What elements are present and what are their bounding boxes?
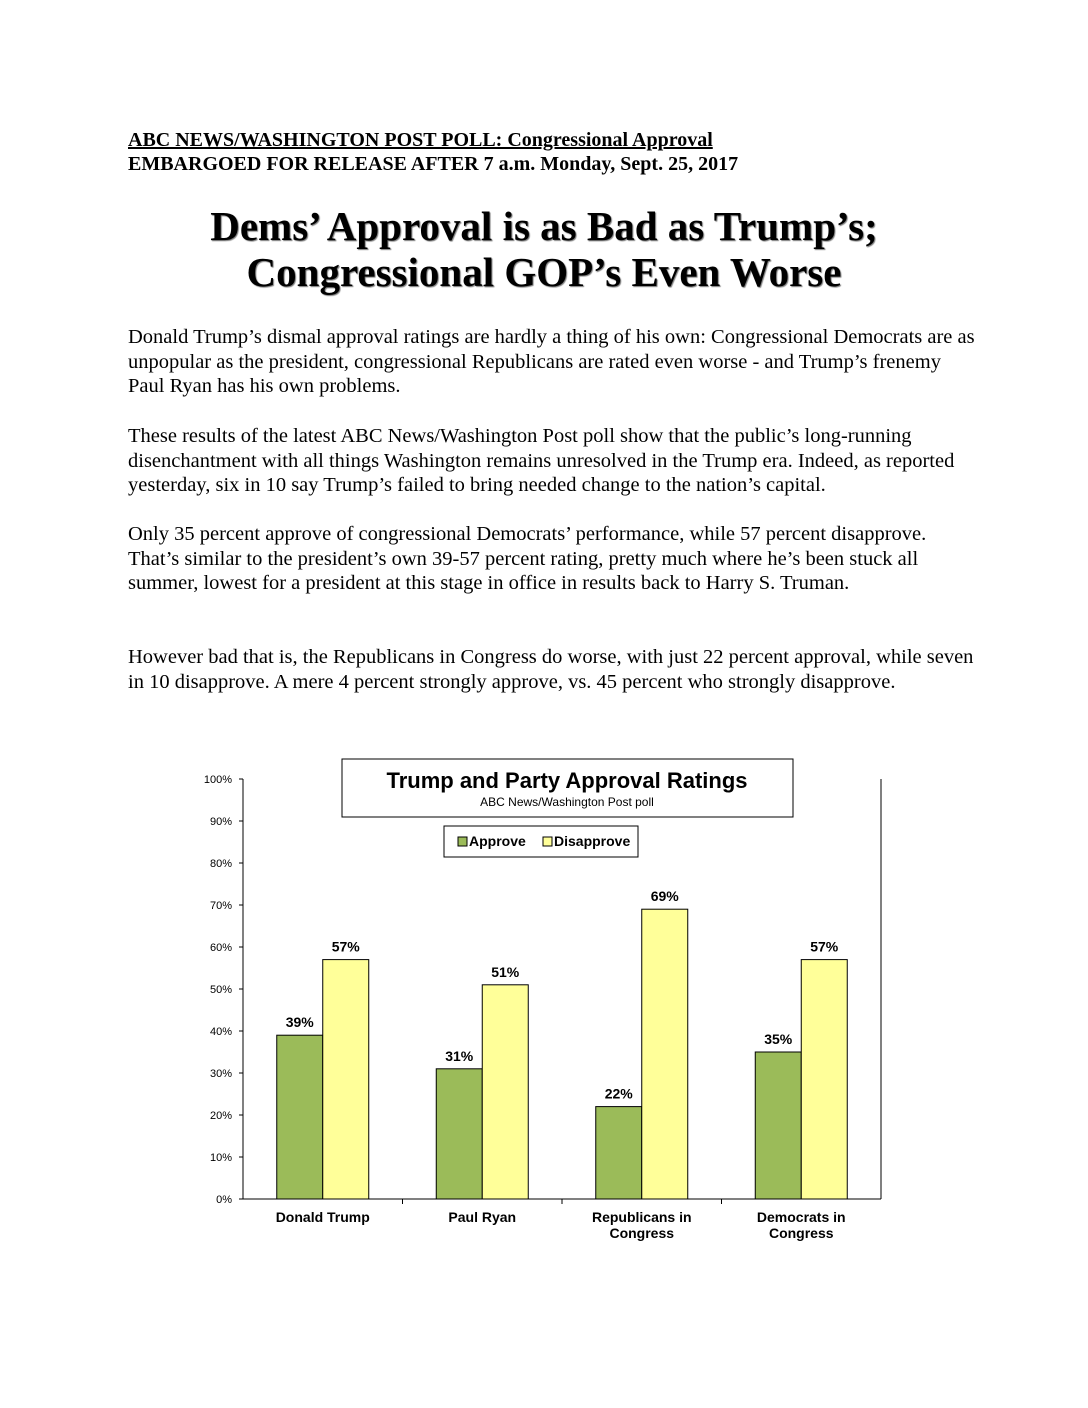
data-label: 69% xyxy=(651,888,680,904)
data-label: 31% xyxy=(445,1048,474,1064)
chart-subtitle: ABC News/Washington Post poll xyxy=(480,795,654,809)
data-label: 51% xyxy=(491,964,520,980)
x-category-label: Republicans in Congress xyxy=(592,1209,692,1241)
y-tick-label: 100% xyxy=(204,774,232,786)
y-tick-label: 80% xyxy=(210,858,232,870)
data-label: 57% xyxy=(332,939,361,955)
x-category-label: Paul Ryan xyxy=(448,1209,516,1225)
bar-disapprove xyxy=(482,985,528,1199)
document-page: ABC NEWS/WASHINGTON POST POLL: Congressi… xyxy=(0,0,1088,1408)
chart-title: Trump and Party Approval Ratings xyxy=(386,768,747,793)
y-tick-label: 60% xyxy=(210,942,232,954)
data-label: 35% xyxy=(764,1031,793,1047)
y-tick-label: 70% xyxy=(210,900,232,912)
bar-approve xyxy=(755,1052,801,1199)
bar-approve xyxy=(596,1107,642,1199)
bar-approve xyxy=(436,1069,482,1199)
x-category-label: Democrats in Congress xyxy=(757,1209,846,1241)
bar-disapprove xyxy=(642,909,688,1199)
legend-label: Disapprove xyxy=(554,833,630,849)
data-label: 39% xyxy=(286,1014,315,1030)
bar-disapprove xyxy=(801,960,847,1199)
y-tick-label: 40% xyxy=(210,1026,232,1038)
data-label: 57% xyxy=(810,939,839,955)
y-tick-label: 30% xyxy=(210,1068,232,1080)
legend-label: Approve xyxy=(469,833,526,849)
bar-approve xyxy=(277,1035,323,1199)
approval-bar-chart: 0% 10% 20% 30% 40% 50% 60% 70% 80% 90% 100% Donald … xyxy=(0,0,1088,1408)
legend-swatch xyxy=(543,837,552,846)
bar-disapprove xyxy=(323,960,369,1199)
y-tick-label: 90% xyxy=(210,816,232,828)
y-tick-label: 50% xyxy=(210,984,232,996)
x-category-label: Donald Trump xyxy=(276,1209,370,1225)
y-tick-label: 0% xyxy=(216,1194,232,1206)
legend-swatch xyxy=(458,837,467,846)
chart-legend: Approve Disapprove xyxy=(444,826,638,857)
data-label: 22% xyxy=(605,1086,634,1102)
y-tick-label: 10% xyxy=(210,1152,232,1164)
y-tick-label: 20% xyxy=(210,1110,232,1122)
